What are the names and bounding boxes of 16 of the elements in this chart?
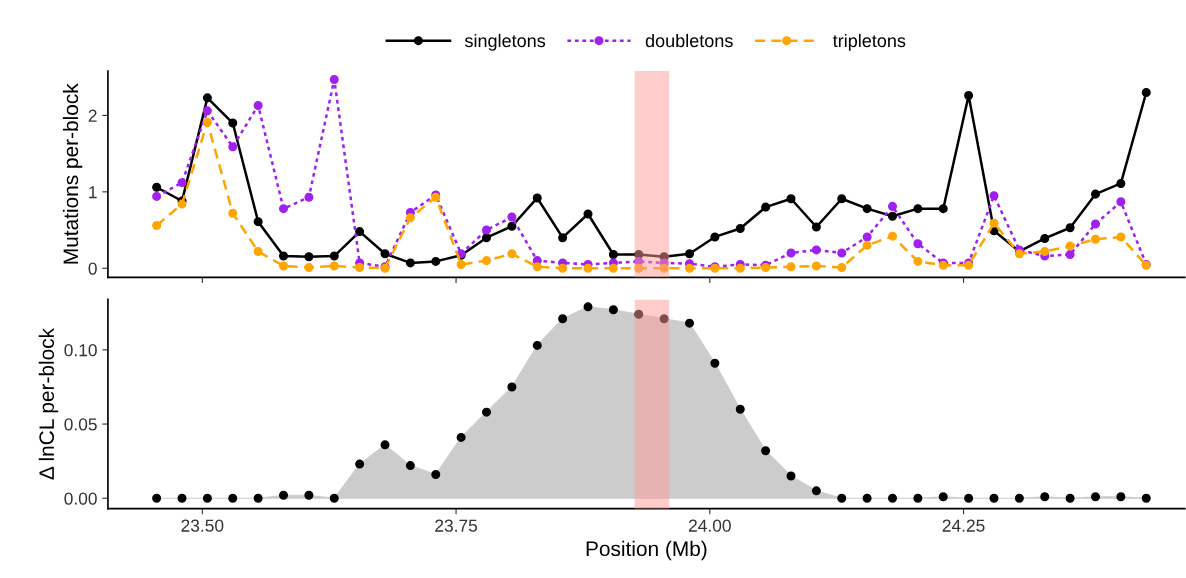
y-tick-label: 0.05: [64, 418, 97, 431]
legend-label: doubletons: [645, 33, 733, 48]
y-tick-label: 0: [88, 262, 97, 275]
y-tick-label: 0.10: [64, 344, 97, 357]
x-axis-title: Position (Mb): [586, 540, 707, 561]
x-tick-label: 23.50: [181, 519, 224, 532]
legend-label: singletons: [464, 33, 546, 51]
y-axis-title: Mutations per-block: [62, 83, 83, 264]
x-tick-label: 24.25: [942, 519, 985, 532]
legend-label: tripletons: [832, 33, 906, 51]
x-tick-label: 23.75: [435, 519, 478, 532]
y-tick-label: 1: [89, 186, 97, 199]
x-tick-label: 24.00: [688, 519, 731, 532]
y-tick-label: 0.00: [64, 492, 97, 505]
y-tick-label: 2: [88, 109, 97, 122]
y-axis-title: Δ lnCL per-block: [38, 327, 59, 480]
